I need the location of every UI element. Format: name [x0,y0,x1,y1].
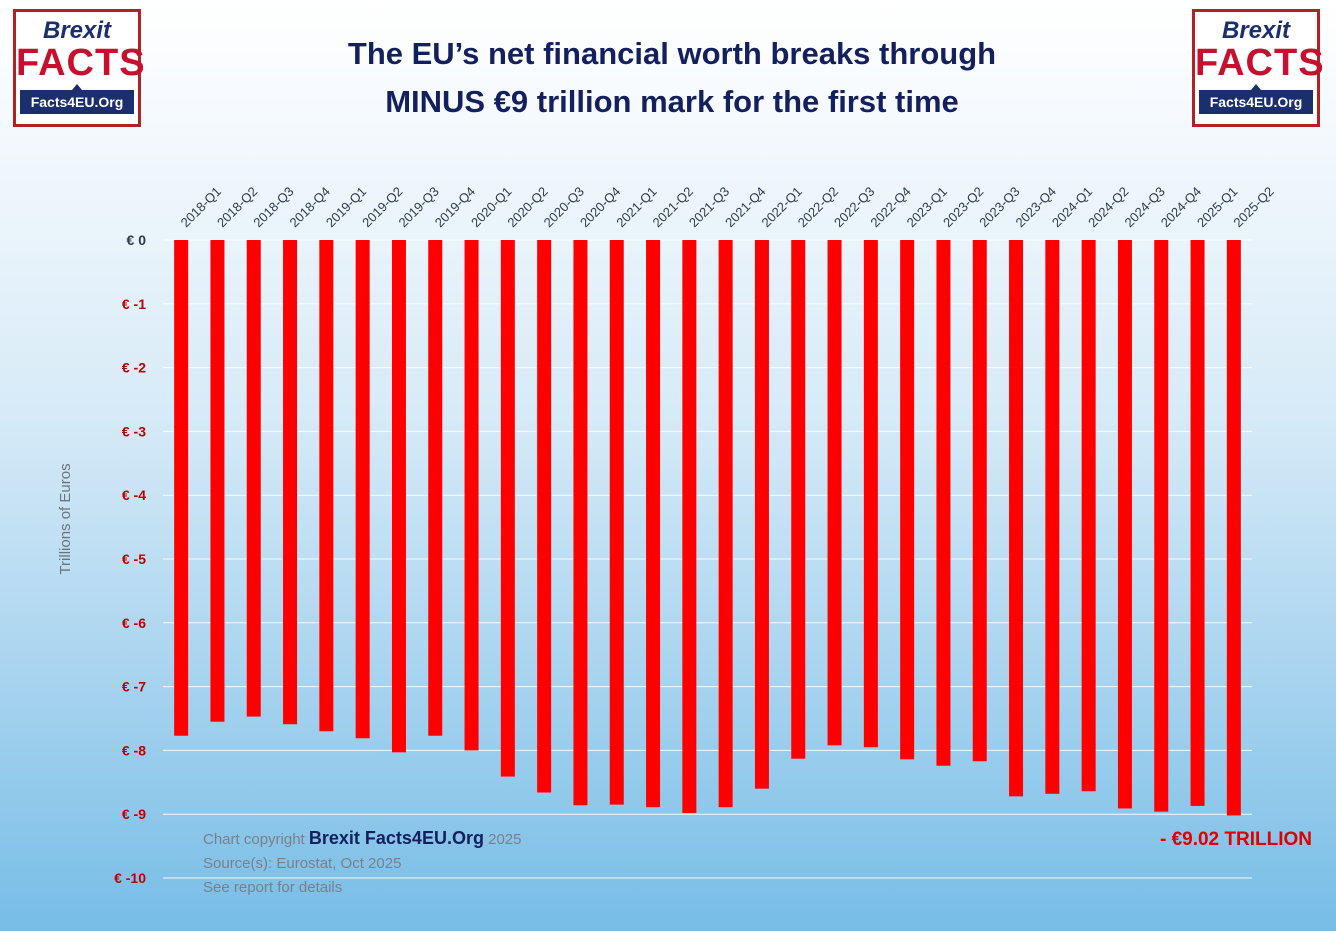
bar [1226,240,1241,816]
y-tick-label: € -8 [122,742,146,758]
bar [646,240,661,808]
bar [900,240,915,760]
y-tick-label: € -10 [114,870,146,886]
bar [464,240,479,751]
y-tick-label: € -1 [122,296,146,312]
y-tick-label: € -7 [122,679,146,695]
y-tick-label: € -4 [122,487,146,503]
bar [537,240,552,793]
bar [210,240,225,722]
bar [718,240,733,808]
chart-title-line-2: MINUS €9 trillion mark for the first tim… [385,84,959,119]
copyright-line: Chart copyright Brexit Facts4EU.Org 2025 [203,826,522,852]
x-tick-label: 2025-Q2 [1230,184,1276,230]
bar [1117,240,1132,809]
bar [1190,240,1205,806]
bar [791,240,806,759]
bar [1154,240,1169,812]
source-line: Source(s): Eurostat, Oct 2025 [203,855,402,872]
bar [355,240,370,739]
chart-title-line-1: The EU’s net financial worth breaks thro… [347,36,997,71]
bar [863,240,878,748]
y-tick-label: € -3 [122,423,146,439]
logo-site-text: Facts4EU.Org [1199,84,1313,114]
logo-brexit-text: Brexit [42,17,112,44]
bar [1081,240,1096,792]
value-annotation: - €9.02 TRILLION [1160,829,1312,850]
y-tick-label: € -6 [122,615,146,631]
logo-facts-text: FACTS [16,42,146,84]
bar [609,240,624,805]
bar [391,240,406,753]
chart-footer: Chart copyright Brexit Facts4EU.Org 2025… [203,826,522,900]
bar [936,240,951,766]
bar [827,240,842,746]
report-note: See report for details [203,879,343,896]
copyright-year: 2025 [488,831,522,848]
bar [682,240,697,813]
y-tick-label: € -5 [122,551,146,567]
copyright-prefix: Chart copyright [203,831,305,848]
y-tick-label: € 0 [127,232,147,248]
bar [319,240,334,732]
bar [283,240,298,725]
y-axis-label: Trillions of Euros [57,463,74,574]
logo-facts-text: FACTS [1195,42,1325,84]
bar [500,240,515,777]
bar [573,240,588,806]
bar [246,240,261,717]
bar [754,240,769,789]
bar [428,240,443,736]
y-tick-label: € -9 [122,806,146,822]
bar [174,240,189,736]
brexit-facts-logo-right: Brexit FACTS Facts4EU.Org [1192,9,1325,127]
logo-brexit-text: Brexit [1221,17,1291,44]
brexit-facts-logo-left: Brexit FACTS Facts4EU.Org [13,9,146,127]
logo-site-text: Facts4EU.Org [20,84,134,114]
bar [1045,240,1060,794]
copyright-brand: Brexit Facts4EU.Org [308,828,484,848]
y-tick-label: € -2 [122,360,146,376]
chart-title: The EU’s net financial worth breaks thro… [230,30,1114,126]
bar [1009,240,1024,797]
bar [972,240,987,762]
